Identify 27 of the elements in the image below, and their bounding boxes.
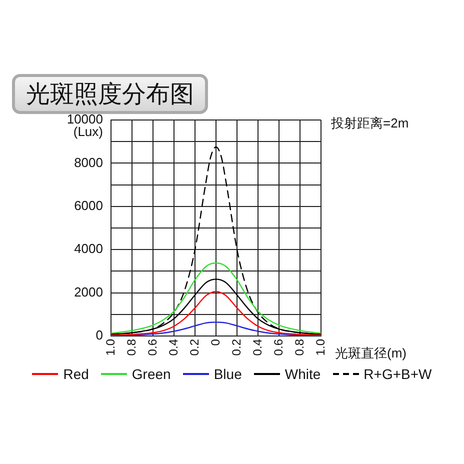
legend-label: Blue [214, 366, 242, 382]
x-tick-label: 1.0 [313, 338, 328, 356]
y-tick-label: 4000 [74, 241, 103, 256]
x-tick-label: 0.2 [187, 338, 202, 356]
legend-label: White [284, 366, 321, 382]
legend-label: Green [132, 366, 171, 382]
x-tick-label: 0.4 [166, 338, 180, 356]
text: 投射距离=2m [330, 116, 409, 131]
x-tick-label: 0.8 [124, 338, 138, 356]
x-tick-label: 0.2 [229, 338, 244, 356]
y-tick-label: 2000 [74, 284, 103, 300]
x-tick-label: 0.8 [292, 338, 306, 356]
line-series [111, 262, 321, 334]
x-tick-label: 0 [208, 338, 222, 346]
legend-label: Red [63, 366, 89, 382]
x-tick-label: 1.0 [103, 338, 118, 356]
y-tick-label: 0 [96, 328, 103, 343]
y-tick-label: 10000 [66, 112, 103, 127]
chart-title: 光斑照度分布图 [26, 80, 194, 108]
x-axis-title: 光斑直径(m) [335, 346, 406, 361]
legend-label: R+G+B+W [364, 366, 432, 382]
x-tick-label: 0.6 [145, 338, 160, 356]
y-tick-label: 6000 [74, 198, 103, 213]
x-tick-label: 0.4 [250, 338, 264, 356]
y-axis-title: (Lux) [73, 124, 103, 140]
x-tick-label: 0.6 [271, 338, 286, 356]
y-tick-label: 8000 [74, 154, 103, 170]
